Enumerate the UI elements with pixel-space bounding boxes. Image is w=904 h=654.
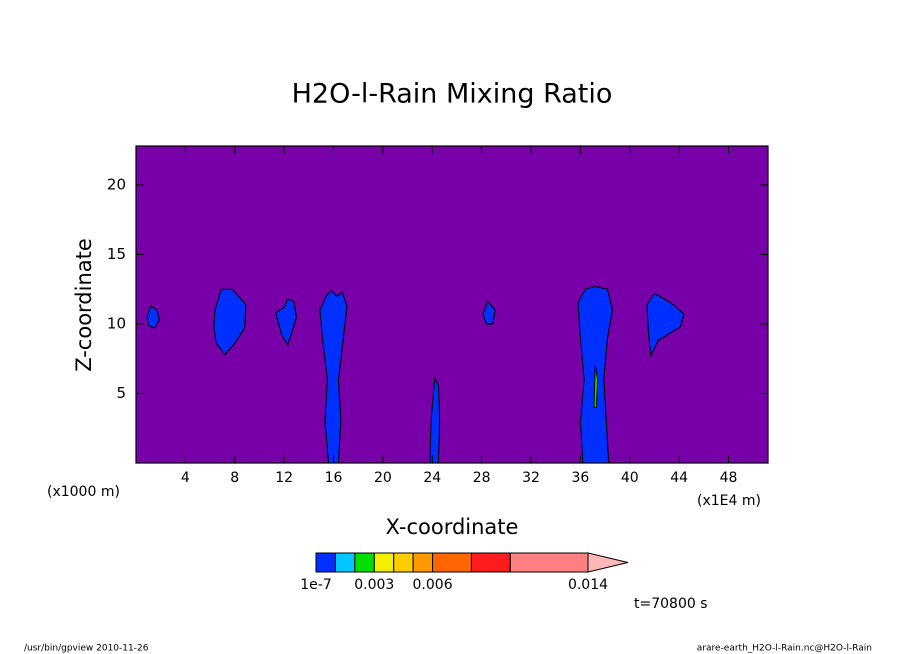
x-tick-label: 32 [522,470,540,486]
contour-region [482,300,496,325]
footer-left: /usr/bin/gpview 2010-11-26 [24,644,149,654]
x-tick-label: 4 [181,470,190,486]
contour-region [213,288,247,356]
colorbar-box [393,552,414,573]
colorbar-box [470,552,511,573]
x-tick-label: 28 [473,470,491,486]
colorbar-box [432,552,472,573]
colorbar-box [334,552,356,573]
x-tick-label: 24 [423,470,441,486]
x-tick-label: 20 [374,470,392,486]
plot-frame [135,145,769,464]
colorbar-box [315,552,336,573]
x-tick-label: 12 [275,470,293,486]
x-unit-right: (x1E4 m) [697,493,761,509]
x-tick-label: 16 [325,470,343,486]
chart-title: H2O-l-Rain Mixing Ratio [292,79,613,110]
colorbar-box [373,552,395,573]
contour-region [274,298,297,346]
colorbar-tick-label: 0.014 [568,577,608,593]
contour-region [593,365,599,408]
colorbar-tick-label: 0.003 [354,577,394,593]
contour-region [146,305,160,329]
footer-right: arare-earth_H2O-l-Rain.nc@H2O-l-Rain [697,644,872,654]
y-axis-label: Z-coordinate [72,238,96,372]
y-tick-label: 15 [107,245,126,263]
time-label: t=70800 s [634,596,708,612]
colorbar-tick-label: 0.006 [413,577,453,593]
colorbar-box [412,552,434,573]
contour-region [646,292,685,358]
y-tick-label: 20 [107,175,126,193]
x-unit-left: (x1000 m) [47,484,120,500]
x-tick-label: 36 [571,470,589,486]
x-tick-label: 40 [621,470,639,486]
colorbar-extend [587,552,629,573]
x-tick-label: 48 [720,470,738,486]
y-tick-label: 10 [107,314,126,332]
x-axis-label: X-coordinate [386,515,519,539]
contour-region [319,289,348,464]
x-tick-label: 44 [670,470,688,486]
colorbar-tick-label: 1e-7 [300,577,331,593]
y-tick-label: 5 [116,384,126,402]
colorbar-box [354,552,375,573]
colorbar-box [509,552,589,573]
x-tick-label: 8 [230,470,239,486]
